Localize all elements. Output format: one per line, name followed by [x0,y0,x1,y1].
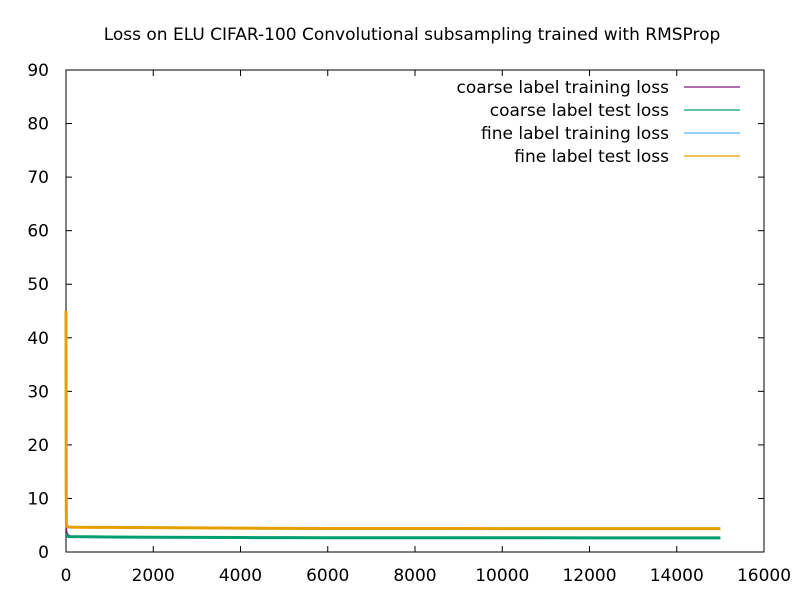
series-line-fine-label-test-loss [64,310,721,531]
x-tick-label: 6000 [306,566,349,586]
y-tick-label: 30 [27,382,49,402]
series-lines [64,310,721,540]
x-tick-label: 4000 [219,566,262,586]
y-tick-label: 60 [27,222,49,242]
y-tick-label: 10 [27,489,49,509]
y-tick-label: 20 [27,436,49,456]
chart-title: Loss on ELU CIFAR-100 Convolutional subs… [104,25,721,45]
x-tick-label: 2000 [132,566,175,586]
series-line-coarse-label-training-loss [65,310,721,539]
legend-label: coarse label training loss [457,78,670,98]
x-tick-label: 0 [61,566,72,586]
legend: coarse label training loss coarse label t… [457,78,740,167]
x-tick-label: 10000 [475,566,529,586]
x-tick-label: 14000 [650,566,704,586]
y-tick-label: 50 [27,275,49,295]
x-axis: 0 2000 4000 6000 8000 10000 12000 14000 16000 [61,70,791,586]
legend-label: fine label test loss [514,147,669,167]
y-axis: 0 10 20 30 40 50 60 70 80 90 [27,61,764,563]
y-tick-label: 0 [38,543,49,563]
y-tick-label: 40 [27,329,49,349]
x-tick-label: 8000 [393,566,436,586]
x-tick-label: 12000 [562,566,616,586]
y-tick-label: 90 [27,61,49,81]
legend-label: fine label training loss [481,124,669,144]
legend-label: coarse label test loss [490,101,669,121]
y-tick-label: 70 [27,168,49,188]
series-line-coarse-label-test-loss [64,534,721,540]
series-line-fine-label-training-loss [65,444,721,530]
x-tick-label: 16000 [737,566,791,586]
y-tick-label: 80 [27,115,49,135]
